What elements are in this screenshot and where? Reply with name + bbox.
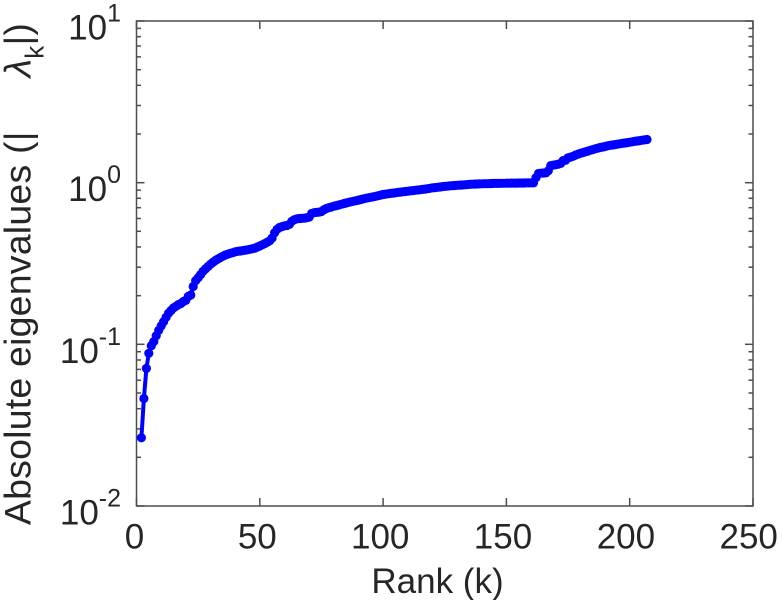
svg-text:10: 10 — [60, 494, 99, 533]
svg-text:150: 150 — [474, 518, 532, 557]
svg-text:250: 250 — [719, 518, 777, 557]
svg-text:1: 1 — [107, 0, 121, 28]
svg-text:100: 100 — [351, 518, 409, 557]
svg-text:10: 10 — [68, 170, 107, 209]
svg-text:200: 200 — [597, 518, 655, 557]
svg-text:-1: -1 — [99, 323, 121, 351]
svg-text:10: 10 — [60, 332, 99, 371]
svg-text:50: 50 — [238, 518, 277, 557]
svg-text:0: 0 — [107, 161, 121, 189]
svg-text:10: 10 — [68, 9, 107, 48]
svg-text:Rank (k): Rank (k) — [371, 562, 503, 600]
svg-text:-2: -2 — [99, 485, 121, 513]
svg-text:0: 0 — [125, 518, 144, 557]
